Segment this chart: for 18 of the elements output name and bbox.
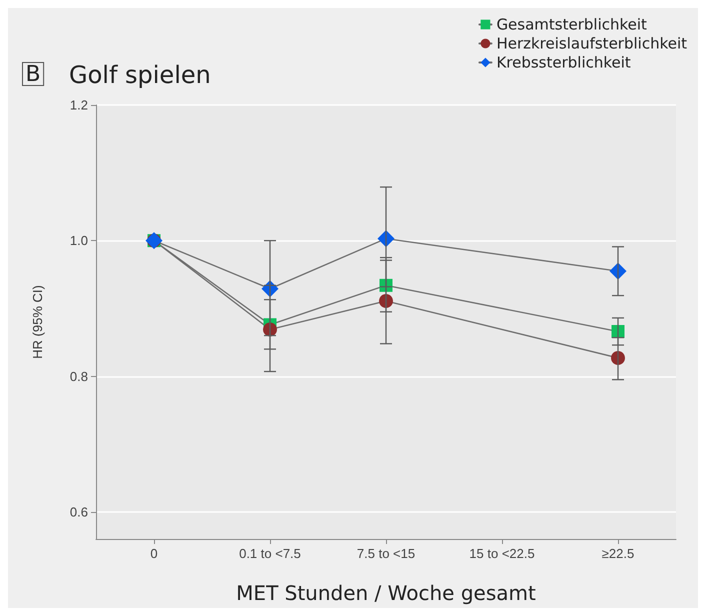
- x-tick-label: 7.5 to <15: [356, 546, 416, 561]
- x-tick-label: 0: [150, 546, 158, 561]
- x-axis-title: MET Stunden / Woche gesamt: [236, 581, 536, 605]
- x-tick-label: 0.1 to <7.5: [239, 546, 301, 561]
- point: [379, 294, 393, 308]
- legend-label: Gesamtsterblichkeit: [496, 16, 648, 34]
- point: [611, 350, 625, 365]
- chart-title: Golf spielen: [69, 61, 211, 89]
- legend-label: Herzkreislaufsterblichkeit: [496, 34, 688, 52]
- y-tick-label: 0.8: [70, 368, 88, 384]
- text: B: [26, 62, 41, 87]
- y-axis-title: HR (95% CI): [30, 285, 45, 359]
- legend-label: Krebssterblichkeit: [496, 54, 631, 72]
- y-tick-label: 1.2: [70, 98, 88, 112]
- y-tick-label: 0.6: [70, 504, 88, 520]
- y-tick-label: 1.0: [70, 233, 88, 248]
- x-tick-label: ≥22.5: [602, 546, 634, 561]
- x-tick-label: 15 to <22.5: [469, 546, 535, 561]
